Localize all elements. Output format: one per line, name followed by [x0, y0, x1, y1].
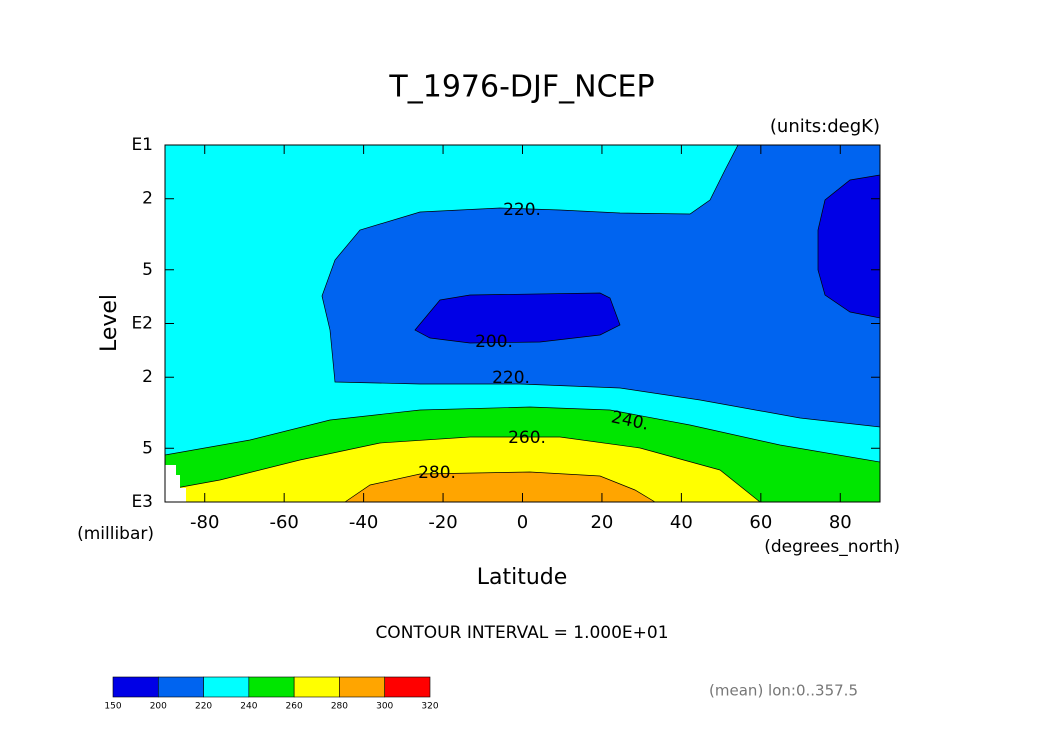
y-tick-label: E1 [131, 135, 153, 155]
region [817, 174, 881, 319]
x-units: (degrees_north) [764, 537, 900, 557]
colorbar-label: 220 [195, 702, 212, 712]
y-tick-label: 2 [142, 367, 153, 387]
footnote: (mean) lon:0..357.5 [709, 682, 858, 700]
y-tick-label: 2 [142, 189, 153, 209]
x-tick-label: 60 [749, 512, 772, 533]
x-tick-label: -40 [349, 512, 378, 533]
x-axis-label: Latitude [477, 565, 568, 590]
x-tick-label: -60 [269, 512, 298, 533]
colorbar-segment [203, 676, 250, 698]
y-tick-label: 5 [142, 260, 153, 280]
plot-area [164, 144, 881, 503]
contour-label: 220. [492, 368, 530, 388]
colorbar-segment [384, 676, 431, 698]
missing-data [165, 465, 186, 502]
colorbar-label: 280 [331, 702, 348, 712]
contour-label: 260. [508, 428, 546, 448]
colorbar-label: 240 [240, 702, 257, 712]
y-tick-label: E3 [131, 492, 153, 512]
colorbar-segment [293, 676, 340, 698]
colorbar-label: 320 [421, 702, 438, 712]
colorbar-segment [248, 676, 295, 698]
contour-label: 200. [475, 332, 513, 352]
chart-title: T_1976-DJF_NCEP [388, 70, 654, 105]
x-tick-label: -20 [428, 512, 457, 533]
colorbar-label: 150 [104, 702, 121, 712]
x-tick-label: 20 [590, 512, 613, 533]
y-axis-label: Level [97, 294, 122, 352]
colorbar-segment [157, 676, 204, 698]
x-tick-label: 0 [517, 512, 528, 533]
units-label: (units:degK) [770, 116, 880, 137]
x-tick-label: -80 [190, 512, 219, 533]
contour-label: 280. [418, 463, 456, 483]
colorbar-segment [339, 676, 386, 698]
contour-label: 220. [503, 200, 541, 220]
colorbar-label: 260 [286, 702, 303, 712]
region [414, 292, 621, 344]
region [343, 471, 657, 503]
x-tick-label: 80 [829, 512, 852, 533]
colorbar-label: 300 [376, 702, 393, 712]
region [321, 144, 881, 428]
y-tick-label: 5 [142, 438, 153, 458]
colorbar-label: 200 [150, 702, 167, 712]
y-units: (millibar) [77, 524, 154, 544]
contour-interval: CONTOUR INTERVAL = 1.000E+01 [375, 623, 668, 643]
colorbar-segment [112, 676, 159, 698]
y-tick-label: E2 [131, 314, 153, 334]
x-tick-label: 40 [670, 512, 693, 533]
